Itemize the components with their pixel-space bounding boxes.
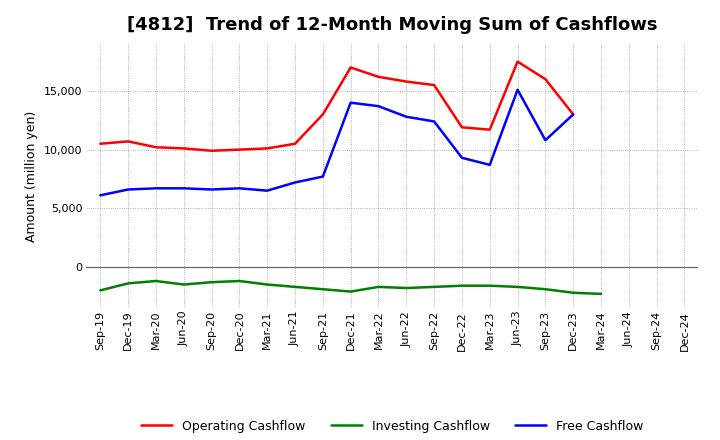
Investing Cashflow	[597, 291, 606, 297]
Free Cashflow	[485, 162, 494, 168]
Investing Cashflow	[207, 279, 216, 285]
Free Cashflow	[152, 186, 161, 191]
Free Cashflow	[346, 100, 355, 105]
Operating Cashflow	[569, 112, 577, 117]
Free Cashflow	[513, 87, 522, 92]
Free Cashflow	[235, 186, 243, 191]
Y-axis label: Amount (million yen): Amount (million yen)	[25, 110, 38, 242]
Operating Cashflow	[485, 127, 494, 132]
Investing Cashflow	[430, 284, 438, 290]
Investing Cashflow	[485, 283, 494, 288]
Line: Operating Cashflow: Operating Cashflow	[100, 62, 573, 151]
Investing Cashflow	[569, 290, 577, 295]
Investing Cashflow	[541, 286, 550, 292]
Investing Cashflow	[152, 279, 161, 284]
Operating Cashflow	[402, 79, 410, 84]
Operating Cashflow	[374, 74, 383, 80]
Investing Cashflow	[374, 284, 383, 290]
Operating Cashflow	[430, 82, 438, 88]
Free Cashflow	[458, 155, 467, 161]
Free Cashflow	[430, 119, 438, 124]
Free Cashflow	[207, 187, 216, 192]
Operating Cashflow	[207, 148, 216, 154]
Free Cashflow	[124, 187, 132, 192]
Free Cashflow	[569, 112, 577, 117]
Operating Cashflow	[458, 125, 467, 130]
Operating Cashflow	[263, 146, 271, 151]
Operating Cashflow	[318, 112, 327, 117]
Legend: Operating Cashflow, Investing Cashflow, Free Cashflow: Operating Cashflow, Investing Cashflow, …	[136, 414, 649, 437]
Operating Cashflow	[541, 77, 550, 82]
Operating Cashflow	[291, 141, 300, 147]
Line: Free Cashflow: Free Cashflow	[100, 90, 573, 195]
Operating Cashflow	[124, 139, 132, 144]
Line: Investing Cashflow: Investing Cashflow	[100, 281, 601, 294]
Operating Cashflow	[346, 65, 355, 70]
Free Cashflow	[374, 103, 383, 109]
Investing Cashflow	[96, 288, 104, 293]
Operating Cashflow	[179, 146, 188, 151]
Investing Cashflow	[291, 284, 300, 290]
Investing Cashflow	[402, 286, 410, 291]
Title: [4812]  Trend of 12-Month Moving Sum of Cashflows: [4812] Trend of 12-Month Moving Sum of C…	[127, 16, 657, 34]
Operating Cashflow	[96, 141, 104, 147]
Free Cashflow	[179, 186, 188, 191]
Free Cashflow	[291, 180, 300, 185]
Free Cashflow	[541, 138, 550, 143]
Investing Cashflow	[235, 279, 243, 284]
Free Cashflow	[263, 188, 271, 193]
Investing Cashflow	[346, 289, 355, 294]
Operating Cashflow	[513, 59, 522, 64]
Investing Cashflow	[513, 284, 522, 290]
Free Cashflow	[318, 174, 327, 179]
Investing Cashflow	[263, 282, 271, 287]
Investing Cashflow	[179, 282, 188, 287]
Investing Cashflow	[318, 286, 327, 292]
Investing Cashflow	[124, 281, 132, 286]
Free Cashflow	[96, 193, 104, 198]
Operating Cashflow	[152, 145, 161, 150]
Investing Cashflow	[458, 283, 467, 288]
Free Cashflow	[402, 114, 410, 119]
Operating Cashflow	[235, 147, 243, 152]
